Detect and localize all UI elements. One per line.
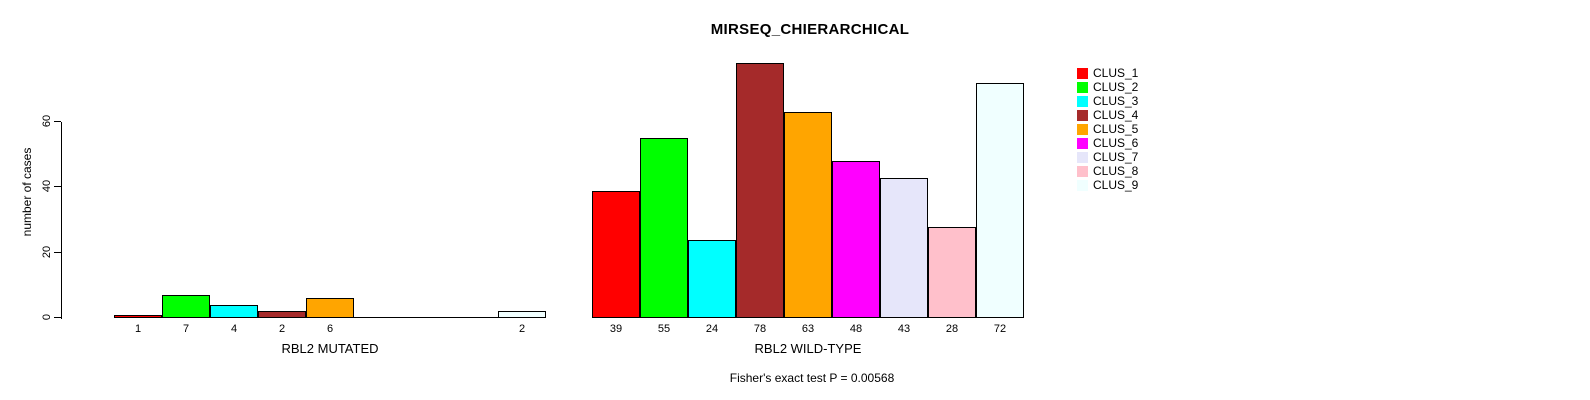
y-tick-label: 60 [41, 114, 53, 128]
y-axis-label: number of cases [20, 147, 34, 237]
legend-label: CLUS_1 [1093, 66, 1139, 80]
y-tick-label: 20 [41, 245, 53, 259]
annotation-text: Fisher's exact test P = 0.00568 [729, 371, 895, 385]
bar-group-0: 1 7 4 2 6 2 RBL2 MUTATED [114, 0, 546, 400]
bar-clus_5-group1 [784, 112, 832, 318]
legend-label: CLUS_8 [1093, 164, 1139, 178]
bar-clus_3-group0 [210, 305, 258, 318]
y-tick-mark [54, 186, 61, 187]
legend-label: CLUS_2 [1093, 80, 1139, 94]
bar-clus_1-group0 [114, 315, 162, 318]
bar-clus_1-group1 [592, 191, 640, 318]
legend-swatch-icon [1077, 180, 1088, 191]
bar-value-label: 43 [897, 323, 911, 335]
legend-label: CLUS_4 [1093, 108, 1139, 122]
y-tick-label: 0 [41, 313, 53, 321]
bar-clus_9-group0 [498, 311, 546, 318]
legend-label: CLUS_3 [1093, 94, 1139, 108]
bar-value-label: 2 [278, 323, 286, 335]
bar-value-label: 28 [945, 323, 959, 335]
bar-value-label: 6 [326, 323, 334, 335]
bar-clus_2-group0 [162, 295, 210, 318]
bar-group-1: 39 55 24 78 63 48 43 28 72 RBL2 WILD-TYPE [592, 0, 1024, 400]
y-tick-mark [54, 252, 61, 253]
legend-label: CLUS_6 [1093, 136, 1139, 150]
bar-value-label: 2 [518, 323, 526, 335]
bar-value-label: 7 [182, 323, 190, 335]
bar-clus_5-group0 [306, 298, 354, 318]
legend-swatch-icon [1077, 138, 1088, 149]
bar-clus_7-group1 [880, 178, 928, 318]
bar-value-label: 24 [705, 323, 719, 335]
y-tick-label: 40 [41, 179, 53, 193]
bar-value-label: 72 [993, 323, 1007, 335]
legend-label: CLUS_9 [1093, 178, 1139, 192]
bar-clus_4-group1 [736, 63, 784, 318]
bar-clus_9-group1 [976, 83, 1024, 318]
group-axis-label: RBL2 MUTATED [281, 341, 379, 356]
bar-clus_8-group1 [928, 227, 976, 318]
group-axis-label: RBL2 WILD-TYPE [754, 341, 862, 356]
bar-clus_3-group1 [688, 240, 736, 318]
chart-title: MIRSEQ_CHIERARCHICAL [710, 21, 910, 38]
legend-swatch-icon [1077, 68, 1088, 79]
bar-value-label: 48 [849, 323, 863, 335]
legend-label: CLUS_5 [1093, 122, 1139, 136]
y-tick-mark [54, 121, 61, 122]
bar-clus_6-group1 [832, 161, 880, 318]
bar-value-label: 1 [134, 323, 142, 335]
bar-value-label: 55 [657, 323, 671, 335]
legend-swatch-icon [1077, 110, 1088, 121]
y-axis-line [61, 122, 62, 319]
bar-value-label: 63 [801, 323, 815, 335]
legend-swatch-icon [1077, 96, 1088, 107]
legend-swatch-icon [1077, 152, 1088, 163]
bar-value-label: 39 [609, 323, 623, 335]
bar-clus_2-group1 [640, 138, 688, 318]
legend-swatch-icon [1077, 124, 1088, 135]
legend-swatch-icon [1077, 82, 1088, 93]
bar-value-label: 78 [753, 323, 767, 335]
legend-label: CLUS_7 [1093, 150, 1139, 164]
bar-value-label: 4 [230, 323, 238, 335]
legend-swatch-icon [1077, 166, 1088, 177]
bar-clus_4-group0 [258, 311, 306, 318]
y-tick-mark [54, 317, 61, 318]
